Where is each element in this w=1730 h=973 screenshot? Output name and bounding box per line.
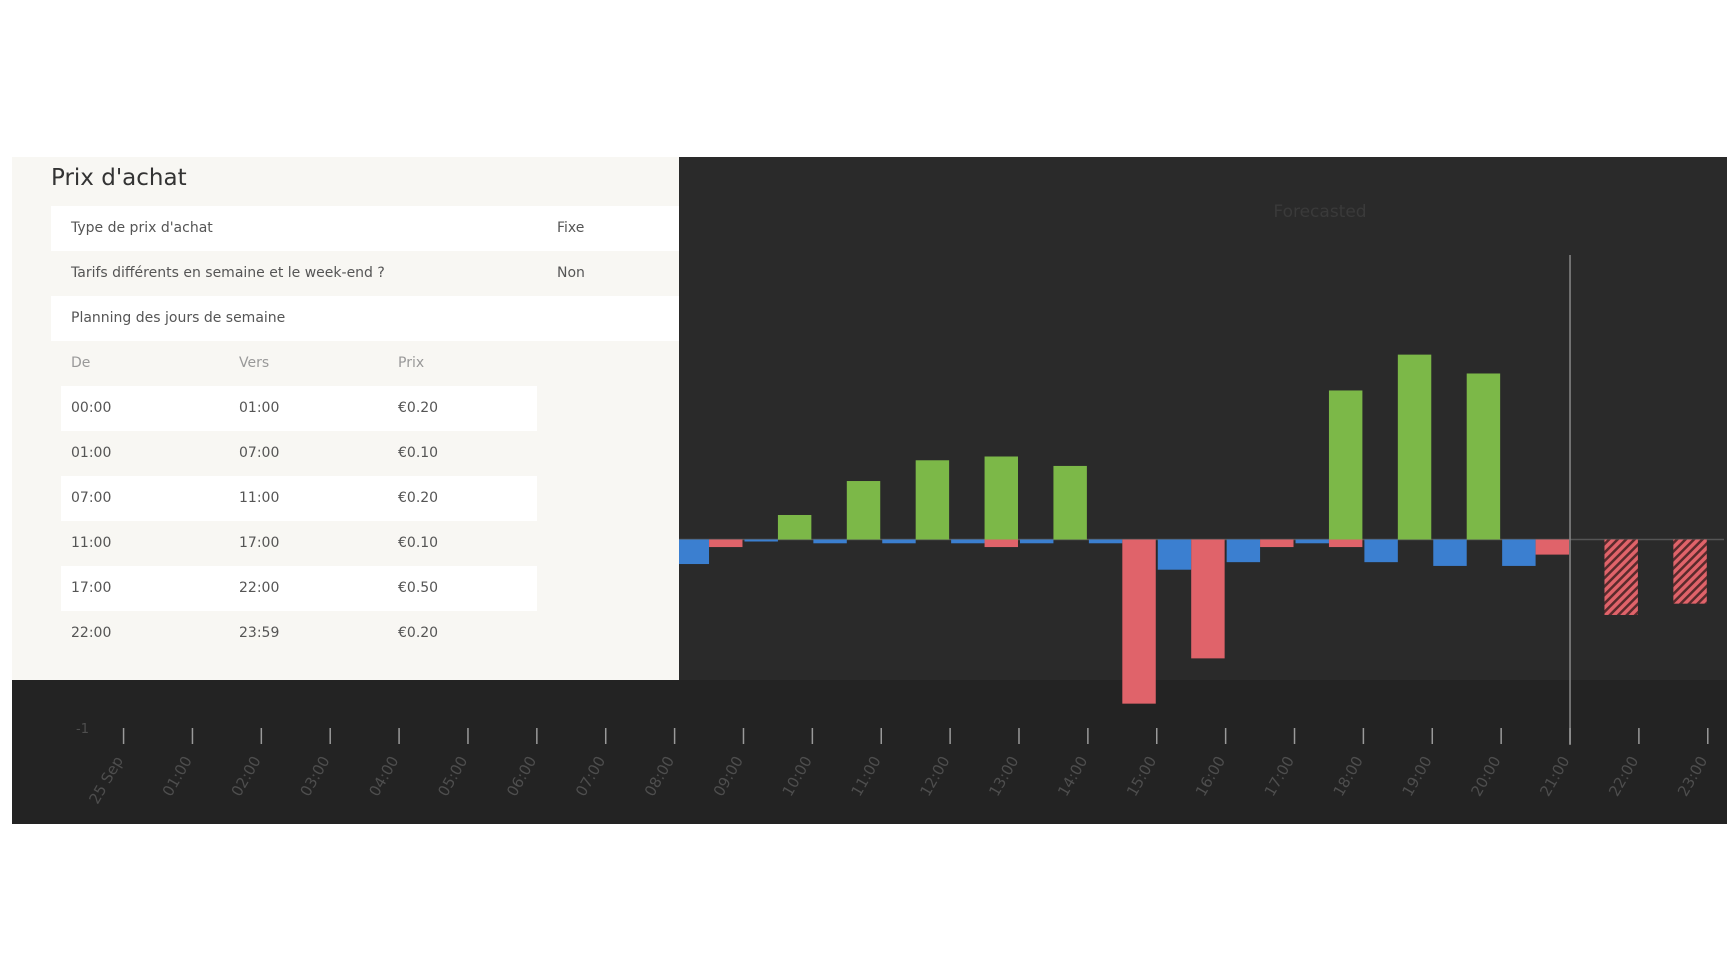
setting-row-price-type: Type de prix d'achat Fixe — [51, 206, 679, 251]
x-tick-label: 25 Sep — [85, 753, 127, 807]
schedule-table-row: 01:00 07:00 €0.10 — [61, 431, 537, 476]
x-tick-label: 14:00 — [1054, 753, 1091, 799]
red-bar — [984, 539, 1018, 548]
header-price: Prix — [398, 355, 425, 371]
cell-from: 17:00 — [71, 580, 112, 596]
green-bar — [1328, 390, 1363, 540]
cell-price: €0.20 — [398, 400, 439, 416]
x-tick-label: 18:00 — [1330, 753, 1367, 799]
cell-price: €0.10 — [398, 535, 439, 551]
cell-price: €0.10 — [398, 445, 439, 461]
panel-title: Prix d'achat — [51, 165, 187, 191]
red-bar — [1535, 539, 1570, 555]
setting-value: Non — [557, 265, 585, 281]
green-bar — [846, 481, 881, 540]
cell-to: 07:00 — [239, 445, 280, 461]
setting-label: Planning des jours de semaine — [71, 310, 286, 326]
header-from: De — [71, 355, 91, 371]
blue-bar — [951, 539, 985, 544]
x-tick-label: 11:00 — [847, 753, 884, 799]
x-tick-label: 21:00 — [1536, 753, 1573, 799]
x-tick-label: 09:00 — [710, 753, 747, 799]
blue-bar — [744, 539, 778, 542]
blue-bar — [1502, 539, 1536, 566]
green-bar — [984, 456, 1018, 540]
schedule-table-row: 07:00 11:00 €0.20 — [61, 476, 537, 521]
blue-bar — [882, 539, 916, 544]
purchase-price-panel: Prix d'achat Type de prix d'achat Fixe T… — [12, 157, 679, 680]
blue-bar — [1088, 539, 1123, 544]
green-bar — [1397, 354, 1432, 540]
x-tick-label: 20:00 — [1467, 753, 1504, 799]
setting-label: Tarifs différents en semaine et le week-… — [71, 265, 385, 281]
x-tick-label: 05:00 — [434, 753, 471, 799]
cell-price: €0.20 — [398, 625, 439, 641]
cell-to: 17:00 — [239, 535, 280, 551]
cell-from: 11:00 — [71, 535, 112, 551]
red-bar — [1122, 539, 1156, 704]
red-bar — [1328, 539, 1363, 548]
x-tick-label: 22:00 — [1605, 753, 1642, 799]
forecast-red-bar — [1604, 539, 1638, 615]
schedule-table-row: 11:00 17:00 €0.10 — [61, 521, 537, 566]
blue-bar — [1019, 539, 1054, 544]
cell-from: 01:00 — [71, 445, 112, 461]
cell-to: 23:59 — [239, 625, 280, 641]
forecast-annotation: Forecasted — [1273, 202, 1366, 222]
green-bar — [1053, 465, 1087, 540]
x-tick-label: 13:00 — [985, 753, 1022, 799]
setting-value: Fixe — [557, 220, 585, 236]
setting-row-weekday-schedule: Planning des jours de semaine — [51, 296, 679, 341]
x-tick-label: 02:00 — [228, 753, 265, 799]
green-bar — [915, 460, 950, 540]
x-tick-label: 17:00 — [1261, 753, 1298, 799]
setting-row-weekend-rates: Tarifs différents en semaine et le week-… — [51, 251, 679, 296]
schedule-table-header: De Vers Prix — [61, 341, 537, 386]
schedule-table-row: 00:00 01:00 €0.20 — [61, 386, 537, 431]
x-tick-label: 15:00 — [1123, 753, 1160, 799]
cell-to: 22:00 — [239, 580, 280, 596]
x-tick-label: 03:00 — [296, 753, 333, 799]
x-tick-label: 01:00 — [159, 753, 196, 799]
x-tick-label: 12:00 — [916, 753, 953, 799]
cell-from: 00:00 — [71, 400, 112, 416]
schedule-table-row: 22:00 23:59 €0.20 — [61, 611, 537, 656]
red-bar — [1260, 539, 1294, 548]
chart-axis-area — [12, 680, 1727, 824]
x-tick-label: 23:00 — [1674, 753, 1711, 799]
x-tick-label: 07:00 — [572, 753, 609, 799]
green-bar — [777, 514, 812, 540]
x-tick-label: 08:00 — [641, 753, 678, 799]
cell-to: 11:00 — [239, 490, 280, 506]
setting-label: Type de prix d'achat — [71, 220, 213, 236]
blue-bar — [1226, 539, 1261, 563]
header-to: Vers — [239, 355, 270, 371]
x-tick-label: 10:00 — [779, 753, 816, 799]
red-bar — [1191, 539, 1225, 659]
cell-price: €0.20 — [398, 490, 439, 506]
cell-from: 22:00 — [71, 625, 112, 641]
cell-from: 07:00 — [71, 490, 112, 506]
blue-bar — [1157, 539, 1192, 570]
red-bar — [709, 539, 743, 548]
cell-to: 01:00 — [239, 400, 280, 416]
green-bar — [1466, 373, 1501, 540]
blue-bar — [1433, 539, 1467, 566]
blue-bar — [1295, 539, 1329, 544]
blue-bar — [813, 539, 847, 544]
schedule-table-row: 17:00 22:00 €0.50 — [61, 566, 537, 611]
x-tick-label: 16:00 — [1192, 753, 1229, 799]
cell-price: €0.50 — [398, 580, 439, 596]
forecast-red-bar — [1673, 539, 1707, 604]
y-tick-label: -1 — [76, 722, 89, 737]
x-tick-label: 04:00 — [365, 753, 402, 799]
blue-bar — [675, 539, 710, 565]
blue-bar — [1364, 539, 1398, 563]
x-tick-label: 19:00 — [1399, 753, 1436, 799]
x-tick-label: 06:00 — [503, 753, 540, 799]
